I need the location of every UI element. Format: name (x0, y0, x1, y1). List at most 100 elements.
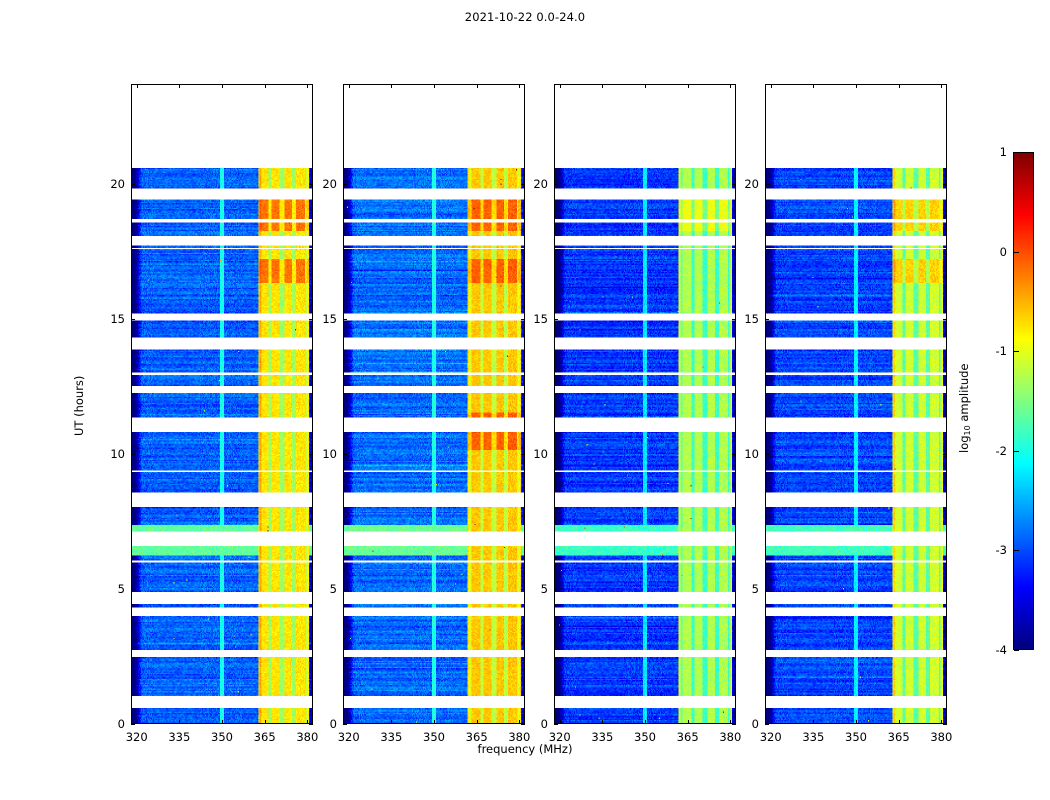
y-tick-mark (343, 588, 347, 590)
x-tick-mark (770, 720, 772, 724)
y-tick-label: 10 (322, 446, 337, 461)
x-tick-label: 335 (168, 730, 191, 744)
x-tick-mark (941, 84, 943, 88)
x-tick-label: 380 (508, 730, 531, 744)
x-tick-mark (519, 84, 521, 88)
y-tick-label: 0 (751, 717, 759, 731)
x-tick-mark (348, 84, 350, 88)
y-tick-mark (131, 183, 135, 185)
y-tick-mark (732, 183, 736, 185)
y-tick-mark (343, 183, 347, 185)
x-tick-mark (179, 720, 181, 724)
y-tick-label: 20 (744, 176, 759, 191)
x-tick-label: 320 (125, 730, 148, 744)
x-tick-label: 380 (930, 730, 953, 744)
y-tick-label: 15 (110, 311, 125, 326)
y-tick-mark (554, 724, 558, 725)
x-tick-mark (222, 720, 223, 724)
y-tick-mark (521, 453, 525, 455)
x-tick-mark (602, 84, 604, 88)
x-tick-mark (559, 720, 561, 724)
y-tick-mark (765, 724, 769, 725)
colorbar-tick-mark (1014, 650, 1019, 651)
plot-panel-xx[interactable]: XX, V5*V7=EA06*EA24 (131, 84, 313, 724)
y-tick-label: 20 (110, 176, 125, 191)
colorbar-tick-label: -2 (995, 443, 1007, 458)
colorbar-tick-label: 1 (999, 145, 1007, 159)
colorbar-tick-label: 0 (999, 244, 1007, 259)
y-tick-mark (309, 724, 313, 725)
colorbar-tick-mark (1014, 251, 1019, 253)
y-tick-label: 10 (744, 446, 759, 461)
x-tick-label: 365 (887, 730, 910, 744)
y-tick-mark (732, 318, 736, 320)
y-tick-mark (943, 588, 947, 590)
x-tick-mark (391, 84, 393, 88)
y-tick-mark (765, 318, 769, 320)
y-tick-mark (521, 724, 525, 725)
x-tick-mark (476, 720, 478, 724)
y-tick-mark (521, 588, 525, 590)
x-tick-label: 380 (296, 730, 319, 744)
y-tick-mark (309, 453, 313, 455)
colorbar-tick-mark (1014, 351, 1019, 353)
x-tick-mark (222, 84, 223, 88)
y-tick-label: 5 (540, 581, 548, 596)
y-tick-mark (343, 318, 347, 320)
y-tick-mark (554, 453, 558, 455)
heatmap-image-xx (132, 168, 312, 723)
y-tick-label: 15 (322, 311, 337, 326)
x-tick-mark (645, 720, 646, 724)
y-tick-mark (765, 453, 769, 455)
y-tick-label: 10 (533, 446, 548, 461)
y-tick-label: 0 (329, 717, 337, 731)
colorbar-gradient (1014, 153, 1033, 649)
colorbar-tick-label: -4 (995, 643, 1007, 657)
x-tick-mark (898, 720, 900, 724)
x-tick-label: 320 (759, 730, 782, 744)
x-tick-label: 320 (548, 730, 571, 744)
plot-panel-xy[interactable]: XY, V5*V7=EA06*EA24 (554, 84, 736, 724)
y-tick-label: 0 (540, 717, 548, 731)
y-tick-label: 5 (117, 581, 125, 596)
colorbar-tick-label: -1 (995, 344, 1007, 359)
y-tick-mark (343, 724, 347, 725)
colorbar (1013, 152, 1034, 650)
y-tick-label: 20 (322, 176, 337, 191)
x-tick-label: 365 (253, 730, 276, 744)
y-axis-label: UT (hours) (72, 375, 86, 436)
x-tick-mark (264, 720, 266, 724)
y-tick-mark (732, 588, 736, 590)
x-tick-label: 365 (676, 730, 699, 744)
x-tick-mark (307, 720, 309, 724)
y-tick-mark (732, 724, 736, 725)
x-tick-mark (179, 84, 181, 88)
y-tick-mark (943, 183, 947, 185)
x-tick-label: 350 (211, 730, 233, 744)
y-tick-mark (554, 183, 558, 185)
y-tick-mark (131, 453, 135, 455)
y-tick-mark (131, 318, 135, 320)
x-tick-mark (898, 84, 900, 88)
x-tick-mark (645, 84, 646, 88)
heatmap-image-xy (555, 168, 735, 723)
y-tick-label: 5 (329, 581, 337, 596)
plot-panel-yy[interactable]: YY, V5*V7=EA06*EA24 (343, 84, 525, 724)
x-tick-mark (813, 720, 815, 724)
plot-panel-yx[interactable]: YX, V5*V7=EA06*EA24 (765, 84, 947, 724)
y-tick-mark (765, 588, 769, 590)
y-tick-label: 10 (110, 446, 125, 461)
x-tick-mark (730, 720, 732, 724)
x-tick-mark (348, 720, 350, 724)
x-tick-mark (136, 720, 138, 724)
y-tick-mark (943, 453, 947, 455)
x-tick-label: 350 (845, 730, 867, 744)
colorbar-tick-mark (1014, 450, 1019, 452)
y-tick-mark (554, 318, 558, 320)
x-tick-mark (730, 84, 732, 88)
x-tick-mark (941, 720, 943, 724)
x-tick-mark (391, 720, 393, 724)
y-tick-mark (943, 318, 947, 320)
y-tick-mark (309, 588, 313, 590)
x-tick-label: 350 (634, 730, 656, 744)
